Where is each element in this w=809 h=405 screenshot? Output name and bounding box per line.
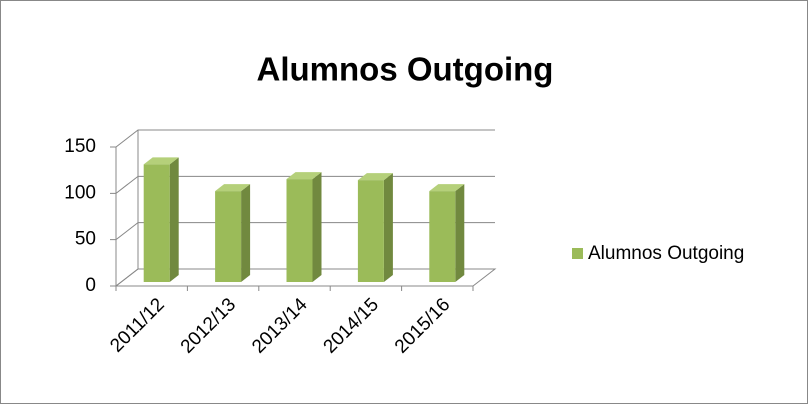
y-tick-label: 100 <box>64 182 96 203</box>
bar-front <box>143 164 170 282</box>
bar-top <box>357 173 393 181</box>
bar-top <box>215 184 251 192</box>
bar-side <box>455 184 465 282</box>
bar-top <box>143 157 179 165</box>
bar <box>215 184 251 282</box>
legend-label: Alumnos Outgoing <box>588 243 744 264</box>
bar-side <box>312 172 322 282</box>
bar-side <box>383 173 393 282</box>
grid-line <box>110 129 495 148</box>
legend-swatch <box>572 248 583 259</box>
bar-top <box>286 172 322 180</box>
y-tick-label: 50 <box>75 229 96 250</box>
y-tick-label: 150 <box>64 136 96 157</box>
bar-front <box>215 191 242 282</box>
bar <box>143 157 179 282</box>
bar <box>286 172 322 282</box>
bar-side <box>169 157 179 282</box>
y-tick-label: 0 <box>85 275 96 296</box>
bar-front <box>429 191 456 282</box>
bar <box>429 184 465 282</box>
bar-front <box>286 179 313 282</box>
chart-title: Alumnos Outgoing <box>257 51 554 88</box>
bar-top <box>429 184 465 192</box>
bar <box>357 173 393 282</box>
bar-side <box>241 184 251 282</box>
bar-front <box>357 180 384 282</box>
